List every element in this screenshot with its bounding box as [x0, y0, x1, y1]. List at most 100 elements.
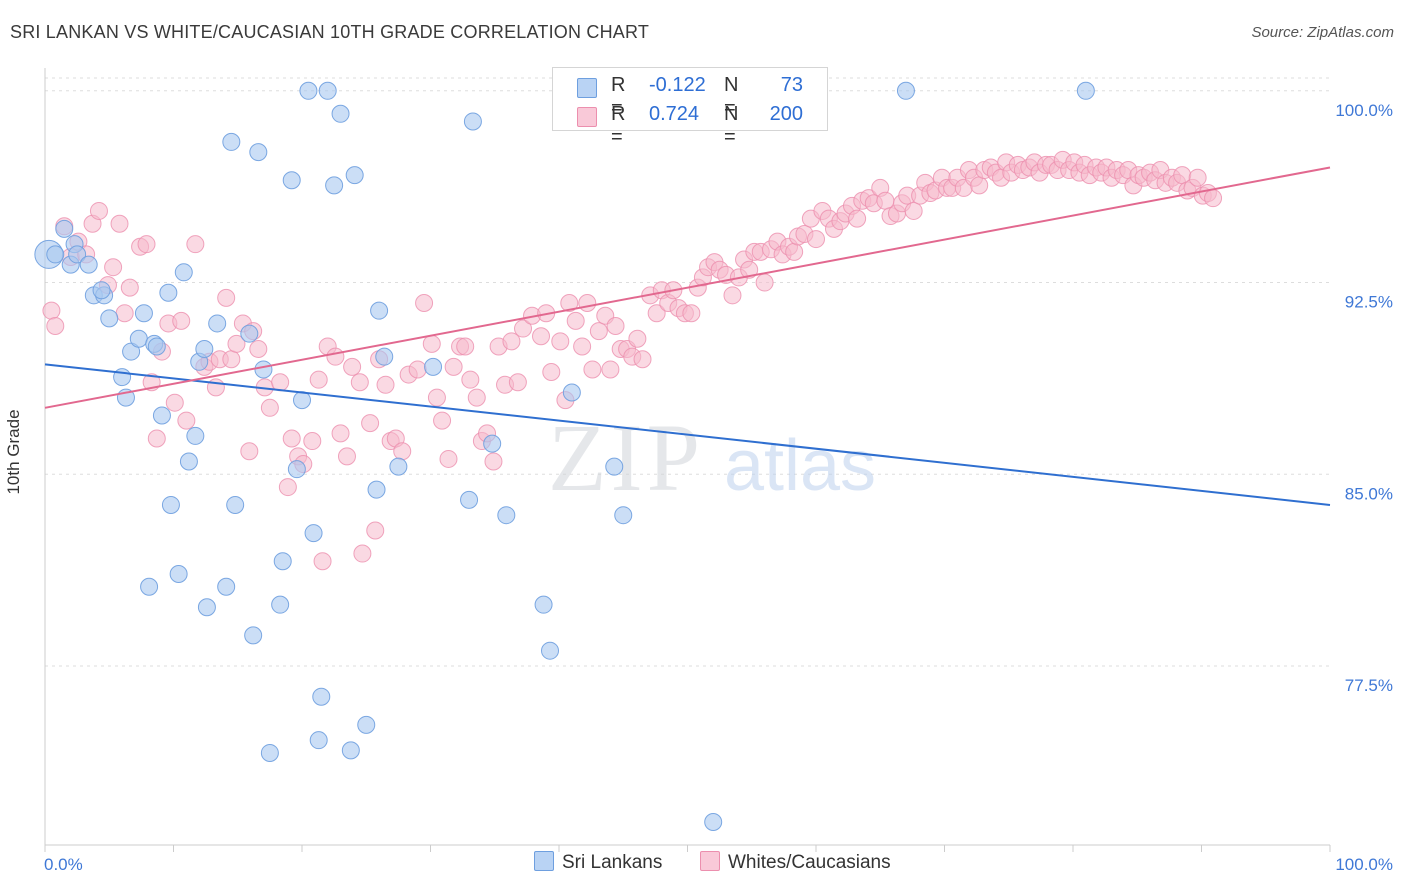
- data-point-whites: [578, 293, 597, 312]
- data-point-srilankans: [534, 595, 553, 614]
- legend-swatch-blue: [577, 78, 597, 98]
- data-point-whites: [848, 209, 867, 228]
- trend-line-srilankans: [44, 363, 1331, 506]
- data-point-srilankans: [357, 715, 376, 734]
- data-point-whites: [573, 337, 592, 356]
- data-point-whites: [589, 322, 608, 341]
- data-point-whites: [467, 388, 486, 407]
- watermark: ZIP atlas: [548, 404, 876, 511]
- legend-swatch-pink: [577, 107, 597, 127]
- data-point-srilankans: [304, 524, 323, 543]
- data-point-whites: [350, 373, 369, 392]
- data-point-srilankans: [282, 171, 301, 190]
- data-point-srilankans: [55, 219, 74, 238]
- legend-label: Whites/Caucasians: [728, 852, 891, 873]
- data-point-srilankans: [370, 301, 389, 320]
- data-point-whites: [337, 447, 356, 466]
- data-point-whites: [560, 293, 579, 312]
- data-point-whites: [633, 350, 652, 369]
- data-point-srilankans: [92, 281, 111, 300]
- data-point-srilankans: [129, 329, 148, 348]
- series-srilankans-points: [34, 81, 1095, 831]
- data-point-srilankans: [318, 81, 337, 100]
- data-point-srilankans: [134, 304, 153, 323]
- data-point-srilankans: [614, 506, 633, 525]
- y-axis-label: 10th Grade: [4, 409, 23, 495]
- y-tick-label: 92.5%: [1345, 293, 1393, 312]
- data-point-srilankans: [254, 360, 273, 379]
- data-point-whites: [647, 304, 666, 323]
- data-point-srilankans: [605, 457, 624, 476]
- data-point-whites: [682, 304, 701, 323]
- data-point-srilankans: [325, 176, 344, 195]
- data-point-srilankans: [179, 452, 198, 471]
- data-point-whites: [110, 214, 129, 233]
- data-point-whites: [278, 478, 297, 497]
- data-point-srilankans: [244, 626, 263, 645]
- data-point-whites: [260, 398, 279, 417]
- data-point-whites: [566, 311, 585, 330]
- data-point-srilankans: [1076, 81, 1095, 100]
- data-point-whites: [147, 429, 166, 448]
- chart-title: SRI LANKAN VS WHITE/CAUCASIAN 10TH GRADE…: [10, 22, 650, 42]
- data-point-whites: [439, 449, 458, 468]
- x-tick-label: 0.0%: [44, 855, 83, 874]
- data-point-whites: [1188, 168, 1207, 187]
- data-point-srilankans: [896, 81, 915, 100]
- data-point-whites: [723, 286, 742, 305]
- legend-item-whites: Whites/Caucasians: [700, 851, 891, 874]
- data-point-whites: [583, 360, 602, 379]
- data-point-srilankans: [186, 426, 205, 445]
- data-point-whites: [46, 316, 65, 335]
- data-point-srilankans: [424, 357, 443, 376]
- data-point-srilankans: [375, 347, 394, 366]
- legend-n-label: N =: [724, 103, 739, 148]
- data-point-whites: [120, 278, 139, 297]
- data-point-whites: [227, 334, 246, 353]
- data-point-srilankans: [345, 166, 364, 185]
- data-point-srilankans: [222, 132, 241, 151]
- data-point-whites: [42, 301, 61, 320]
- data-point-whites: [514, 319, 533, 338]
- legend-n-value: 73: [780, 74, 803, 96]
- legend-r-value: -0.122: [649, 74, 706, 96]
- data-point-srilankans: [147, 337, 166, 356]
- data-point-whites: [309, 370, 328, 389]
- y-tick-label: 77.5%: [1345, 676, 1393, 695]
- trend-lines: [44, 166, 1331, 506]
- data-point-srilankans: [159, 283, 178, 302]
- data-point-srilankans: [140, 577, 159, 596]
- data-point-whites: [433, 411, 452, 430]
- data-point-whites: [755, 273, 774, 292]
- data-point-srilankans: [312, 687, 331, 706]
- data-point-whites: [427, 388, 446, 407]
- data-point-whites: [456, 337, 475, 356]
- data-point-whites: [115, 304, 134, 323]
- data-point-srilankans: [287, 460, 306, 479]
- data-point-whites: [508, 373, 527, 392]
- data-point-whites: [366, 521, 385, 540]
- data-point-whites: [628, 329, 647, 348]
- data-point-srilankans: [341, 741, 360, 760]
- data-point-whites: [606, 316, 625, 335]
- data-point-whites: [249, 340, 268, 359]
- data-point-whites: [137, 235, 156, 254]
- data-point-srilankans: [195, 340, 214, 359]
- data-point-whites: [502, 332, 521, 351]
- data-point-whites: [551, 332, 570, 351]
- data-point-srilankans: [260, 743, 279, 762]
- data-point-srilankans: [309, 731, 328, 750]
- data-point-whites: [376, 375, 395, 394]
- data-point-srilankans: [460, 490, 479, 509]
- data-point-srilankans: [208, 314, 227, 333]
- data-point-srilankans: [483, 434, 502, 453]
- data-point-srilankans: [541, 641, 560, 660]
- data-point-srilankans: [161, 495, 180, 514]
- data-point-srilankans: [299, 81, 318, 100]
- data-point-srilankans: [226, 495, 245, 514]
- data-point-whites: [361, 414, 380, 433]
- y-tick-label: 100.0%: [1335, 101, 1393, 120]
- watermark-zip: ZIP: [548, 404, 704, 511]
- data-point-whites: [326, 347, 345, 366]
- data-point-whites: [89, 201, 108, 220]
